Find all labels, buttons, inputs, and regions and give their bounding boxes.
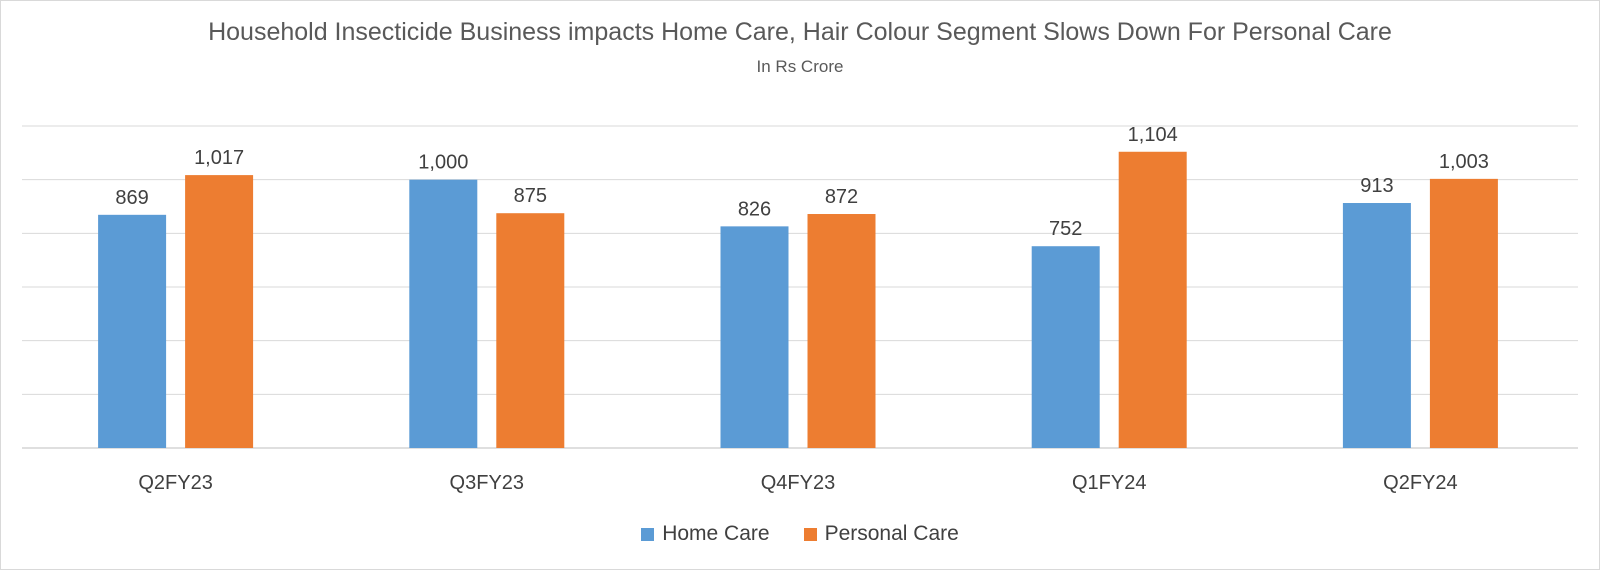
bar <box>98 214 167 448</box>
bar <box>720 226 789 448</box>
data-label: 1,000 <box>418 152 468 174</box>
category-label: Q2FY23 <box>138 472 212 494</box>
chart-subtitle: In Rs Crore <box>756 57 844 76</box>
bar <box>1342 203 1411 448</box>
data-label: 1,003 <box>1439 151 1489 173</box>
chart-title: Household Insecticide Business impacts H… <box>208 18 1392 46</box>
bar <box>1118 151 1187 448</box>
legend-item-home-care: Home Care <box>641 522 770 546</box>
legend-item-personal-care: Personal Care <box>803 522 959 546</box>
legend-label-home-care: Home Care <box>662 522 770 545</box>
bar <box>409 179 478 448</box>
bar <box>496 213 565 448</box>
legend-swatch-personal-care <box>803 527 817 541</box>
data-label: 752 <box>1049 218 1082 240</box>
bar <box>1031 246 1100 448</box>
data-label: 875 <box>514 185 547 207</box>
chart-legend: Home Care Personal Care <box>0 522 1600 546</box>
legend-label-personal-care: Personal Care <box>824 522 959 545</box>
category-label: Q2FY24 <box>1383 472 1457 494</box>
bar <box>1429 178 1498 448</box>
category-label: Q4FY23 <box>761 472 835 494</box>
data-label: 913 <box>1360 175 1393 197</box>
bar <box>185 175 254 449</box>
data-label: 1,104 <box>1128 124 1178 146</box>
bar <box>807 214 876 448</box>
legend-swatch-home-care <box>641 527 655 541</box>
data-label: 1,017 <box>194 147 244 169</box>
category-label: Q1FY24 <box>1072 472 1146 494</box>
category-label: Q3FY23 <box>450 472 524 494</box>
data-label: 869 <box>115 187 148 209</box>
data-label: 872 <box>825 186 858 208</box>
data-label: 826 <box>738 198 771 220</box>
